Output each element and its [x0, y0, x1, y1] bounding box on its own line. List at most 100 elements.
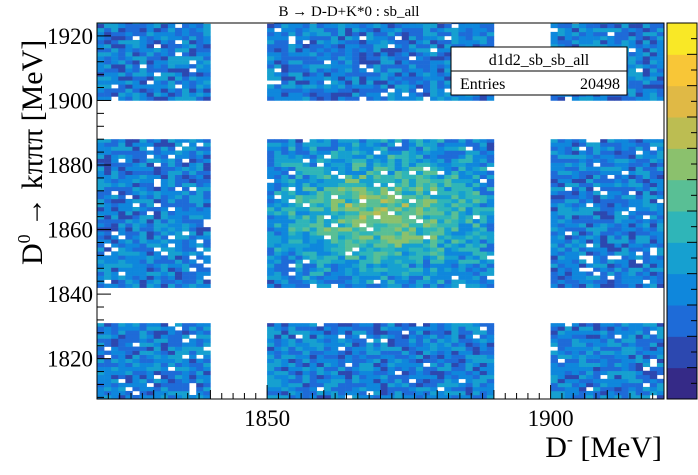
heatmap-cell: [146, 394, 154, 400]
heatmap-cell: [125, 80, 133, 85]
heatmap-cell: [557, 219, 566, 224]
heatmap-cell: [444, 39, 452, 45]
heatmap-cell: [593, 231, 601, 236]
heatmap-cell: [472, 283, 481, 288]
heatmap-cell: [104, 255, 112, 260]
heatmap-cell: [337, 223, 346, 228]
heatmap-cell: [132, 23, 140, 25]
heatmap-cell: [387, 231, 395, 236]
heatmap-cell: [352, 370, 360, 376]
heatmap-cell: [302, 378, 310, 384]
heatmap-cell: [323, 76, 332, 81]
heatmap-cell: [642, 35, 651, 41]
heatmap-cell: [373, 186, 381, 192]
heatmap-cell: [302, 263, 310, 268]
heatmap-cell: [167, 68, 176, 73]
heatmap-cell: [267, 158, 275, 163]
heatmap-cell: [458, 182, 466, 188]
heatmap-cell: [607, 150, 615, 155]
heatmap-cell: [656, 194, 665, 200]
heatmap-cell: [394, 362, 403, 368]
heatmap-cell: [345, 382, 353, 388]
heatmap-cell: [337, 354, 346, 359]
heatmap-cell: [104, 362, 112, 368]
heatmap-cell: [125, 39, 133, 45]
heatmap-cell: [366, 366, 374, 372]
heatmap-cell: [423, 243, 431, 248]
heatmap-cell: [267, 362, 275, 368]
heatmap-cell: [153, 263, 162, 268]
heatmap-cell: [635, 231, 644, 236]
heatmap-cell: [146, 43, 154, 49]
heatmap-cell: [182, 154, 190, 159]
heatmap-cell: [649, 170, 658, 175]
heatmap-cell: [366, 279, 374, 284]
heatmap-cell: [472, 323, 481, 327]
heatmap-cell: [614, 394, 622, 400]
heatmap-cell: [437, 139, 445, 143]
heatmap-cell: [118, 215, 126, 220]
heatmap-cell: [621, 275, 629, 280]
heatmap-cell: [274, 56, 282, 61]
heatmap-cell: [408, 330, 417, 335]
heatmap-cell: [557, 235, 566, 240]
heatmap-cell: [656, 211, 665, 216]
heatmap-cell: [430, 194, 438, 200]
heatmap-cell: [366, 80, 374, 85]
heatmap-cell: [628, 390, 636, 396]
heatmap-cell: [337, 52, 346, 57]
heatmap-cell: [557, 362, 566, 368]
heatmap-cell: [380, 354, 388, 359]
heatmap-cell: [366, 166, 374, 171]
heatmap-cell: [628, 166, 636, 171]
heatmap-cell: [465, 39, 473, 45]
heatmap-cell: [408, 386, 417, 392]
heatmap-cell: [288, 80, 296, 85]
heatmap-cell: [649, 150, 658, 155]
heatmap-cell: [146, 243, 154, 248]
heatmap-cell: [182, 92, 190, 97]
heatmap-cell: [649, 211, 658, 216]
chart-title: B → D-D+K*0 : sb_all: [279, 4, 420, 20]
heatmap-cell: [352, 227, 360, 232]
heatmap-cell: [444, 227, 452, 232]
heatmap-cell: [196, 283, 204, 288]
heatmap-cell: [167, 227, 176, 232]
heatmap-cell: [550, 271, 558, 276]
heatmap-cell: [167, 76, 176, 81]
heatmap-cell: [401, 267, 410, 272]
heatmap-cell: [444, 235, 452, 240]
heatmap-cell: [274, 166, 282, 171]
heatmap-cell: [621, 190, 629, 196]
heatmap-cell: [557, 323, 566, 327]
heatmap-cell: [330, 378, 339, 384]
heatmap-cell: [274, 370, 282, 376]
heatmap-cell: [309, 60, 318, 65]
heatmap-cell: [486, 394, 495, 400]
heatmap-cell: [182, 326, 190, 331]
heatmap-cell: [309, 374, 318, 380]
heatmap-cell: [486, 96, 495, 101]
heatmap-cell: [167, 219, 176, 224]
heatmap-cell: [550, 23, 558, 25]
heatmap-cell: [564, 31, 573, 37]
heatmap-cell: [139, 390, 147, 396]
heatmap-cell: [564, 326, 573, 331]
heatmap-cell: [146, 198, 154, 204]
heatmap-cell: [423, 330, 431, 335]
heatmap-cell: [649, 231, 658, 236]
heatmap-cell: [104, 186, 112, 192]
heatmap-cell: [600, 263, 608, 268]
heatmap-cell: [281, 215, 289, 220]
heatmap-cell: [288, 378, 296, 384]
heatmap-cell: [153, 386, 162, 392]
heatmap-cell: [125, 215, 133, 220]
heatmap-cell: [281, 350, 289, 355]
heatmap-cell: [621, 271, 629, 276]
heatmap-cell: [408, 202, 417, 208]
heatmap-cell: [472, 374, 481, 380]
heatmap-cell: [118, 334, 126, 339]
heatmap-cell: [479, 271, 488, 276]
heatmap-cell: [352, 162, 360, 167]
heatmap-cell: [302, 162, 310, 167]
